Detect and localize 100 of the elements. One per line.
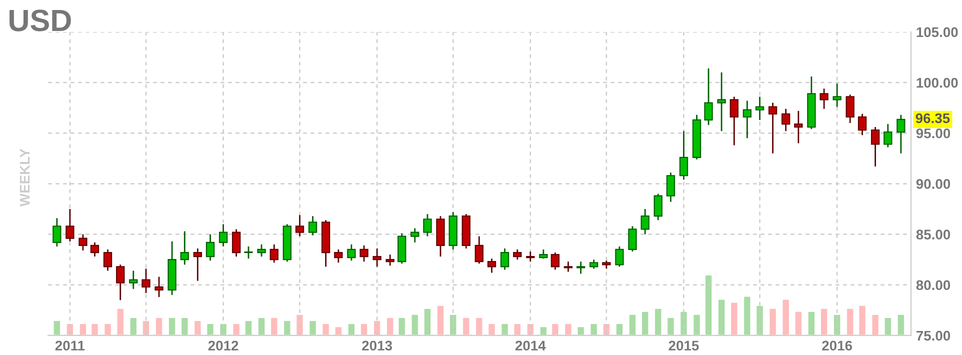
candlestick — [347, 244, 356, 262]
bar — [65, 322, 74, 336]
bar — [602, 322, 611, 336]
candlestick — [500, 248, 510, 270]
candlestick — [884, 123, 892, 148]
bar — [386, 316, 395, 336]
bar — [142, 320, 150, 336]
bar — [372, 320, 382, 336]
candlestick — [526, 250, 535, 262]
candlestick — [308, 215, 318, 236]
bar — [282, 320, 292, 336]
bar — [462, 316, 471, 336]
candlestick — [244, 246, 253, 260]
bar — [858, 304, 867, 336]
bar — [103, 322, 112, 336]
y-tick-label: 105.00 — [916, 27, 958, 38]
bar — [883, 316, 892, 336]
bar — [244, 320, 253, 336]
candlestick — [742, 100, 752, 139]
x-tick-label: 2013 — [362, 340, 392, 351]
candlestick — [410, 228, 420, 244]
candlestick — [90, 242, 100, 258]
bar — [168, 316, 177, 336]
bar — [232, 322, 241, 336]
bar — [576, 326, 586, 336]
bar — [832, 314, 842, 336]
bar — [538, 326, 548, 336]
bar — [52, 320, 62, 336]
bar — [589, 322, 598, 336]
candlestick — [832, 82, 842, 108]
bar — [321, 322, 330, 336]
bar — [564, 322, 573, 336]
candlestick — [628, 226, 637, 252]
candlestick — [550, 252, 560, 270]
bar — [500, 322, 510, 336]
candlestick — [704, 68, 713, 126]
bar — [270, 316, 279, 336]
bar — [78, 322, 88, 336]
candlestick — [78, 234, 88, 252]
bar — [614, 322, 624, 336]
bar — [90, 322, 100, 336]
bar — [346, 322, 356, 336]
bar — [526, 322, 535, 336]
bar — [487, 322, 496, 336]
bar — [896, 314, 906, 336]
candlestick — [487, 258, 496, 274]
candlestick — [896, 114, 906, 154]
candlestick — [52, 217, 62, 248]
bar — [474, 316, 484, 336]
bar — [334, 326, 343, 336]
bar — [666, 316, 676, 336]
candlestick — [142, 268, 150, 294]
y-tick-label: 100.00 — [916, 78, 958, 88]
bar — [448, 314, 458, 336]
x-tick-label: 2015 — [668, 340, 699, 351]
candlestick — [218, 223, 228, 248]
candlestick — [129, 270, 138, 290]
bar — [422, 307, 432, 336]
bar — [730, 301, 739, 336]
candlestick — [870, 126, 880, 168]
candlestick — [270, 244, 278, 264]
candlestick — [640, 208, 650, 235]
candlestick — [781, 108, 790, 132]
bar — [206, 322, 215, 336]
candlestick — [206, 234, 215, 262]
candlestick — [103, 248, 112, 272]
chart-title: USD — [10, 10, 71, 32]
candlestick — [334, 248, 343, 264]
candlestick — [513, 248, 522, 260]
bar — [180, 316, 190, 336]
x-tick-label: 2011 — [55, 340, 85, 351]
bar — [742, 295, 752, 336]
candlestick — [755, 96, 764, 121]
bar — [116, 307, 125, 336]
bar — [308, 320, 318, 336]
candlestick — [193, 248, 202, 282]
bar — [360, 322, 368, 336]
candlestick — [589, 258, 598, 270]
bar — [870, 314, 880, 336]
candlestick — [717, 72, 726, 132]
candlestick — [730, 96, 738, 146]
bar — [654, 307, 663, 336]
bar — [846, 307, 855, 336]
x-tick-label: 2012 — [208, 340, 238, 351]
candlestick — [768, 102, 778, 154]
bar — [550, 322, 560, 336]
candlestick — [666, 172, 676, 203]
candlestick — [154, 276, 164, 298]
bar — [820, 307, 829, 336]
bar — [692, 314, 702, 336]
bar — [154, 316, 164, 336]
bar — [257, 316, 266, 336]
candlestick — [794, 110, 803, 144]
candlestick — [539, 248, 548, 260]
bar — [781, 298, 790, 336]
bar — [512, 322, 522, 336]
candlestick — [386, 254, 394, 266]
bar — [768, 307, 778, 336]
bar — [410, 314, 420, 336]
candlestick — [679, 130, 688, 180]
